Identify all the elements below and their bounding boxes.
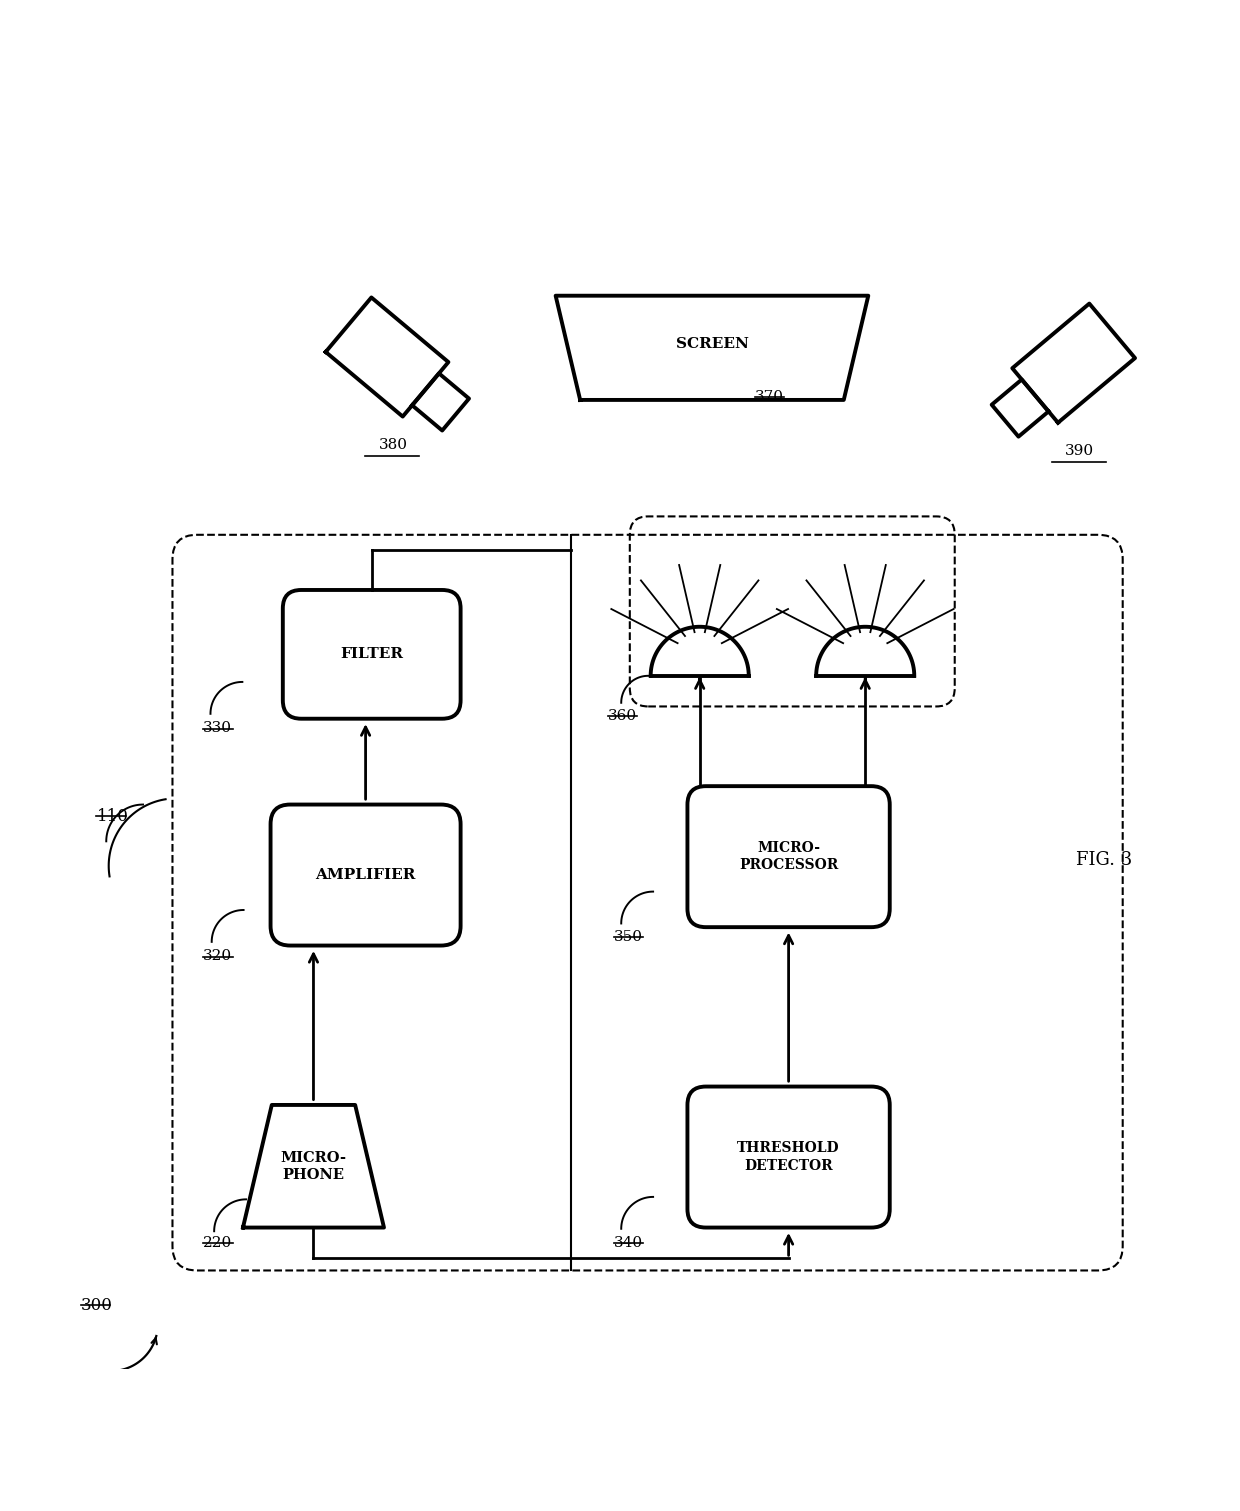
Text: FIG. 3: FIG. 3 [1076,851,1132,869]
Text: 350: 350 [614,929,642,943]
Text: MICRO-
PROCESSOR: MICRO- PROCESSOR [739,842,838,872]
Text: FILTER: FILTER [340,647,403,662]
Text: SCREEN: SCREEN [676,337,749,351]
FancyBboxPatch shape [687,1086,890,1227]
Text: 370: 370 [755,390,784,403]
Text: 330: 330 [203,721,232,736]
Polygon shape [412,373,469,431]
Polygon shape [556,296,868,400]
Text: 360: 360 [608,709,637,722]
Polygon shape [992,379,1049,437]
Text: 390: 390 [1065,444,1095,458]
Text: THRESHOLD
DETECTOR: THRESHOLD DETECTOR [738,1141,839,1173]
Text: 340: 340 [614,1236,644,1250]
Text: 300: 300 [81,1298,113,1315]
Text: 220: 220 [203,1236,232,1250]
Text: 110: 110 [97,808,128,825]
Text: 320: 320 [203,949,232,963]
FancyBboxPatch shape [270,804,460,946]
Polygon shape [243,1105,384,1227]
Text: AMPLIFIER: AMPLIFIER [315,867,415,882]
FancyBboxPatch shape [687,786,890,928]
FancyBboxPatch shape [283,589,460,719]
Polygon shape [1012,304,1135,423]
Polygon shape [326,298,449,417]
Text: 380: 380 [378,438,408,452]
Text: MICRO-
PHONE: MICRO- PHONE [280,1150,346,1182]
